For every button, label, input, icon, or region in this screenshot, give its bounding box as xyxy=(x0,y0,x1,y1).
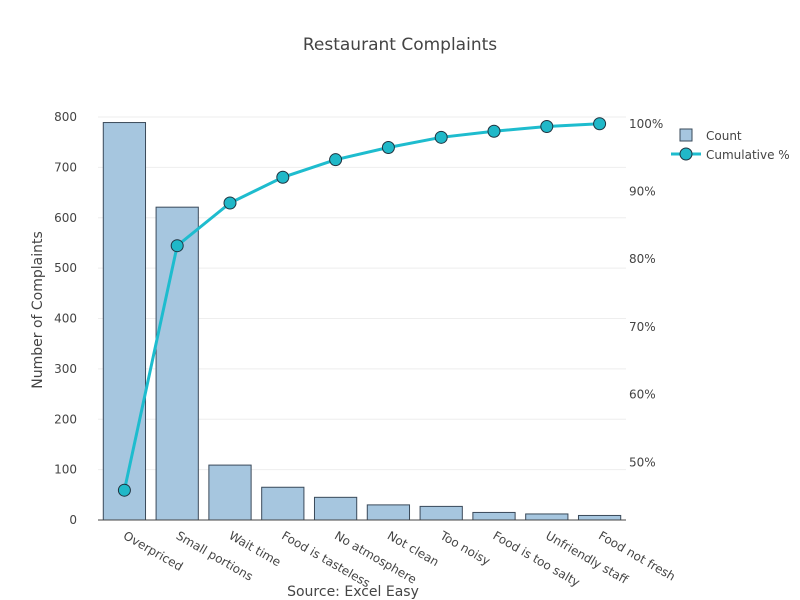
cumulative-line xyxy=(117,117,607,497)
x-axis-title: Source: Excel Easy xyxy=(287,584,419,600)
x-tick-label: Food is tasteless xyxy=(279,528,372,590)
cumulative-marker[interactable] xyxy=(381,140,395,154)
legend-item-count[interactable]: Count xyxy=(679,128,742,143)
cumulative-marker[interactable] xyxy=(540,119,554,133)
y-axis-title: Number of Complaints xyxy=(30,231,46,389)
bar[interactable] xyxy=(577,514,622,521)
bar[interactable] xyxy=(155,206,199,521)
y-tick-label: 700 xyxy=(54,160,77,174)
y-tick-label: 0 xyxy=(69,513,77,527)
bar[interactable] xyxy=(472,511,516,521)
bars xyxy=(102,122,622,521)
y-tick-label: 400 xyxy=(54,312,77,326)
legend-cumulative-label: Cumulative % xyxy=(706,148,790,162)
y2-tick-label: 70% xyxy=(629,320,656,334)
y2-tick-label: 100% xyxy=(629,117,663,131)
legend-item-cumulative[interactable]: Cumulative % xyxy=(671,147,790,162)
cumulative-marker[interactable] xyxy=(170,239,184,253)
bar[interactable] xyxy=(366,504,411,521)
cumulative-marker[interactable] xyxy=(276,170,290,184)
y-tick-label: 800 xyxy=(54,110,77,124)
cumulative-marker[interactable] xyxy=(117,483,131,497)
legend-count-label: Count xyxy=(706,129,742,143)
x-tick-label: Food is too salty xyxy=(491,528,583,589)
cumulative-marker[interactable] xyxy=(487,124,501,138)
y-tick-label: 200 xyxy=(54,412,77,426)
y2-tick-label: 50% xyxy=(629,455,656,469)
bar[interactable] xyxy=(208,464,252,521)
bar[interactable] xyxy=(419,505,463,521)
y-tick-label: 300 xyxy=(54,362,77,376)
y2-tick-label: 60% xyxy=(629,388,656,402)
legend-count-swatch xyxy=(679,128,693,142)
cumulative-marker[interactable] xyxy=(329,153,343,167)
chart-title: Restaurant Complaints xyxy=(303,35,497,55)
cumulative-marker[interactable] xyxy=(223,196,237,210)
y-tick-label: 600 xyxy=(54,211,77,225)
y-tick-label: 500 xyxy=(54,261,77,275)
x-tick-label: Too noisy xyxy=(437,528,493,568)
legend-cumulative-marker xyxy=(679,147,693,161)
bar[interactable] xyxy=(313,496,358,521)
cumulative-marker[interactable] xyxy=(593,117,607,131)
cumulative-marker[interactable] xyxy=(434,130,448,144)
bar[interactable] xyxy=(102,122,147,521)
bar[interactable] xyxy=(525,513,569,521)
legend[interactable]: Count Cumulative % xyxy=(671,128,790,162)
y2-tick-label: 80% xyxy=(629,252,656,266)
bar[interactable] xyxy=(261,486,305,521)
y-tick-label: 100 xyxy=(54,463,77,477)
cumulative-polyline xyxy=(122,122,600,491)
y2-tick-label: 90% xyxy=(629,185,656,199)
